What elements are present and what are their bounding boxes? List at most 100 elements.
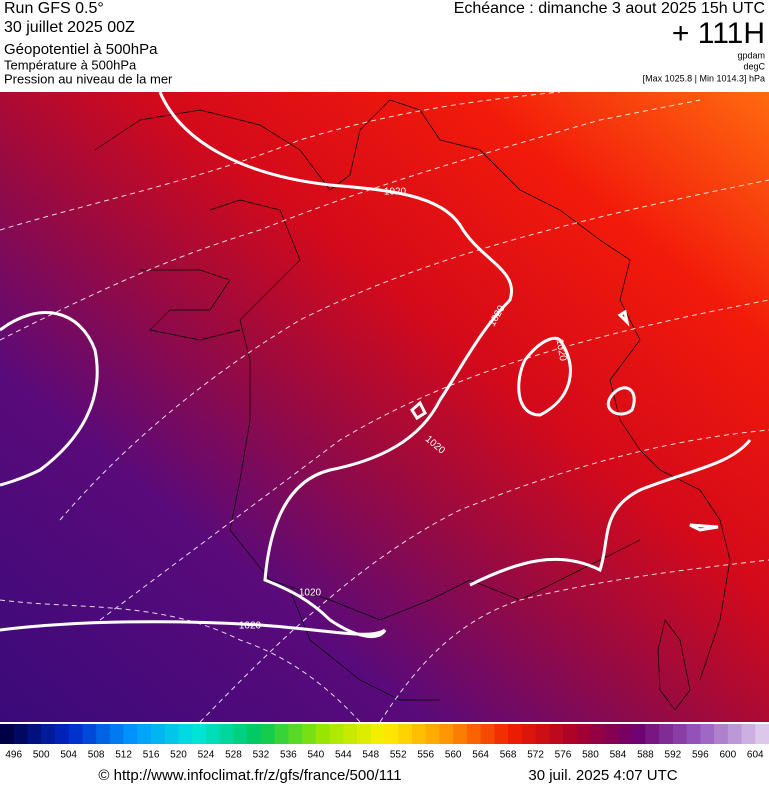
unit-label: degC [743, 61, 765, 71]
colorbar-label: 528 [225, 750, 242, 761]
colorbar-swatch [343, 724, 358, 744]
colorbar-swatch [453, 724, 468, 744]
unit-label: [Max 1025.8 | Min 1014.3] hPa [643, 73, 765, 83]
colorbar-swatch [192, 724, 207, 744]
colorbar-label: 588 [637, 750, 654, 761]
colorbar-swatch [164, 724, 180, 744]
contour-label: 1020 [299, 588, 322, 599]
colorbar-swatch [41, 724, 56, 744]
colorbar-label: 520 [170, 750, 187, 761]
colorbar-label: 548 [362, 750, 379, 761]
colorbar-swatch [727, 724, 743, 744]
colorbar-swatch [370, 724, 385, 744]
colorbar-swatch [521, 724, 537, 744]
colorbar-swatch [302, 724, 317, 744]
colorbar-label: 536 [280, 750, 297, 761]
colorbar-label: 504 [60, 750, 77, 761]
colorbar-label: 556 [417, 750, 434, 761]
colorbar-swatch [151, 724, 166, 744]
colorbar-swatch [714, 724, 729, 744]
colorbar-swatch [68, 724, 83, 744]
colorbar-swatch [741, 724, 756, 744]
run-date: 30 juillet 2025 00Z [4, 19, 135, 36]
colorbar-label: 552 [390, 750, 407, 761]
colorbar-swatch [123, 724, 138, 744]
colorbar-label: 496 [5, 750, 22, 761]
colorbar-swatch [659, 724, 674, 744]
colorbar-swatch [686, 724, 701, 744]
colorbar-swatch [480, 724, 495, 744]
source-link: © http://www.infoclimat.fr/z/gfs/france/… [98, 767, 401, 784]
temperature-isolines [0, 91, 769, 723]
colorbar-label: 564 [472, 750, 489, 761]
colorbar-swatch [0, 724, 15, 744]
colorbar-swatch [288, 724, 303, 744]
unit-label: gpdam [737, 50, 765, 60]
map: 1020 1020 1020 1020 1020 1020 [0, 91, 769, 723]
colorbar-swatch [576, 724, 591, 744]
colorbar-swatch [137, 724, 152, 744]
colorbar-swatch [219, 724, 234, 744]
colorbar-swatch [315, 724, 331, 744]
colorbar-swatch [494, 724, 509, 744]
colorbar-label: 580 [582, 750, 599, 761]
colorbar-label: 604 [747, 750, 764, 761]
colorbar-swatch [233, 724, 248, 744]
colorbar-swatch [535, 724, 550, 744]
colorbar-swatch [247, 724, 262, 744]
colorbar-label: 512 [115, 750, 132, 761]
forecast-offset: + 111H [672, 17, 765, 50]
colorbar-swatch [425, 724, 440, 744]
colorbar-swatch [590, 724, 605, 744]
run-label: Run GFS 0.5° [4, 0, 104, 17]
colorbar-label: 572 [527, 750, 544, 761]
colorbar-label: 544 [335, 750, 352, 761]
layer-label: Pression au niveau de la mer [4, 71, 173, 86]
colorbar-swatch [384, 724, 399, 744]
colorbar-label: 500 [33, 750, 50, 761]
colorbar-swatch [13, 724, 28, 744]
contour-label: 1020 [384, 187, 407, 198]
colorbar-label: 576 [555, 750, 572, 761]
colorbar-swatch [357, 724, 372, 744]
colorbar-swatch [205, 724, 221, 744]
colorbar-label: 560 [445, 750, 462, 761]
contour-label: 1020 [554, 338, 569, 362]
colorbar-label: 532 [253, 750, 270, 761]
colorbar-label: 508 [88, 750, 105, 761]
colorbar-swatch [329, 724, 344, 744]
colorbar-label: 584 [610, 750, 627, 761]
colorbar-swatch [411, 724, 427, 744]
colorbar-swatch [466, 724, 482, 744]
temperature-field [0, 92, 769, 722]
colorbar-label: 592 [665, 750, 682, 761]
colorbar-swatch [260, 724, 276, 744]
colorbar-swatch [549, 724, 564, 744]
colorbar-swatch [617, 724, 633, 744]
layer-label: Géopotentiel à 500hPa [4, 41, 158, 58]
colorbar-label: 596 [692, 750, 709, 761]
forecast-label: Echéance : dimanche 3 aout 2025 15h UTC [454, 0, 765, 17]
colorbar-swatch [631, 724, 646, 744]
colorbar-label: 600 [719, 750, 736, 761]
colorbar-swatch [96, 724, 111, 744]
colorbar-swatch [672, 724, 688, 744]
colorbar-swatch [82, 724, 97, 744]
colorbar-swatch [274, 724, 289, 744]
colorbar-swatch [398, 724, 413, 744]
colorbar-swatch [109, 724, 125, 744]
colorbar-label: 540 [307, 750, 324, 761]
colorbar-swatch [27, 724, 42, 744]
pressure-isobars [0, 91, 752, 639]
colorbar-swatch [755, 724, 769, 744]
colorbar-swatch [508, 724, 523, 744]
colorbar-swatch [178, 724, 193, 744]
colorbar-label: 516 [143, 750, 160, 761]
contour-label: 1020 [239, 621, 262, 632]
colorbar-label: 524 [198, 750, 215, 761]
colorbar: 496 500 504 508 512 516 520 524 528 532 536 540 544 5… [0, 724, 769, 761]
colorbar-swatch [645, 724, 660, 744]
colorbar-swatch [54, 724, 70, 744]
